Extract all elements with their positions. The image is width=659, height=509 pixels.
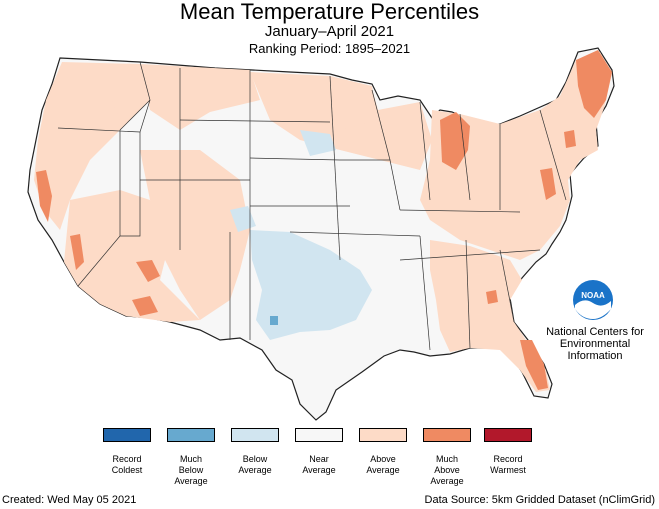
legend-swatch-much-above <box>423 428 471 442</box>
organization-name: National Centers for Environmental Infor… <box>540 326 650 362</box>
map-title: Mean Temperature Percentiles <box>179 0 480 24</box>
legend-swatch-record-warmest <box>484 428 532 442</box>
legend-swatch-much-below <box>167 428 215 442</box>
organization-line-1: National Centers for <box>546 326 644 338</box>
logo-text: NOAA <box>581 291 605 300</box>
legend-label-record-warmest: Record Warmest <box>490 454 526 475</box>
legend-label-much-below: Much Below Average <box>174 454 208 486</box>
map-subtitle: January–April 2021 <box>264 23 395 40</box>
legend-swatch-near <box>295 428 343 442</box>
organization-line-2: Environmental <box>559 338 631 350</box>
legend-label-below: Below Average <box>238 454 272 475</box>
data-source: Data Source: 5km Gridded Dataset (nClimG… <box>424 494 655 506</box>
legend-label-above: Above Average <box>366 454 400 475</box>
ranking-period: Ranking Period: 1895–2021 <box>248 41 411 56</box>
legend-label-near: Near Average <box>302 454 336 475</box>
legend-label-much-above: Much Above Average <box>430 454 464 486</box>
noaa-logo-icon: NOAA <box>573 280 613 320</box>
legend-swatch-record-coldest <box>103 428 151 442</box>
much-below-average-spot <box>270 316 278 325</box>
created-date: Created: Wed May 05 2021 <box>2 494 137 506</box>
much-above-average-regions <box>36 50 612 390</box>
legend-label-record-coldest: Record Coldest <box>111 454 143 475</box>
legend-swatch-below <box>231 428 279 442</box>
legend-swatch-above <box>359 428 407 442</box>
state-borders <box>57 61 567 351</box>
below-average-regions <box>230 130 372 340</box>
organization-line-3: Information <box>567 350 623 362</box>
above-average-regions <box>34 52 612 392</box>
